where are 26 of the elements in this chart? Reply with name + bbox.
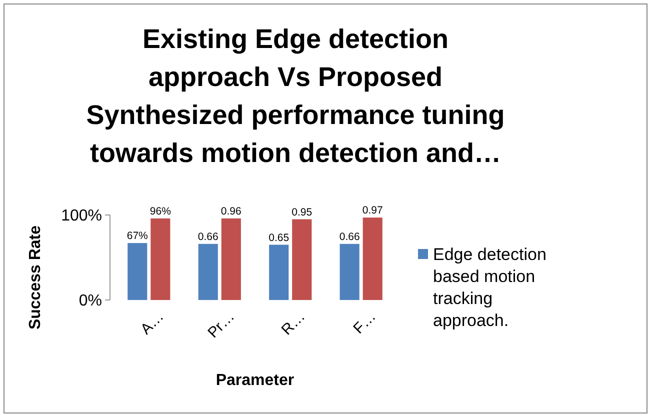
- data-label: 96%: [150, 205, 171, 218]
- data-label: 0.66: [198, 230, 218, 243]
- data-label: 67%: [126, 230, 148, 242]
- bar: [150, 218, 170, 300]
- x-tick-label: A…: [137, 308, 168, 338]
- bar: [340, 244, 360, 300]
- bar: [292, 219, 312, 300]
- bar: [362, 218, 382, 300]
- y-tick-label: 100%: [61, 208, 102, 225]
- data-label: 0.96: [220, 205, 242, 218]
- data-label: 0.65: [268, 232, 290, 244]
- y-axis-title: Success Rate: [27, 225, 44, 330]
- y-tick-label: 0%: [78, 292, 102, 310]
- data-label: 0.66: [339, 230, 360, 243]
- bar: [198, 244, 218, 300]
- legend-label: Edge detection based motion tracking approach.: [433, 245, 546, 330]
- bar: [128, 243, 148, 300]
- bar: [221, 218, 241, 300]
- x-tick-label: Pr…: [204, 308, 238, 342]
- x-tick-label: F…: [350, 308, 380, 338]
- x-tick-label: R…: [278, 308, 309, 339]
- chart-title: Existing Edge detection approach Vs Proposed Synthesized performance tuning towards motion detection and…: [86, 24, 505, 168]
- bar: [269, 244, 289, 300]
- x-axis-title: Parameter: [216, 372, 294, 389]
- data-label: 0.95: [292, 206, 312, 218]
- data-label: 0.97: [362, 204, 383, 217]
